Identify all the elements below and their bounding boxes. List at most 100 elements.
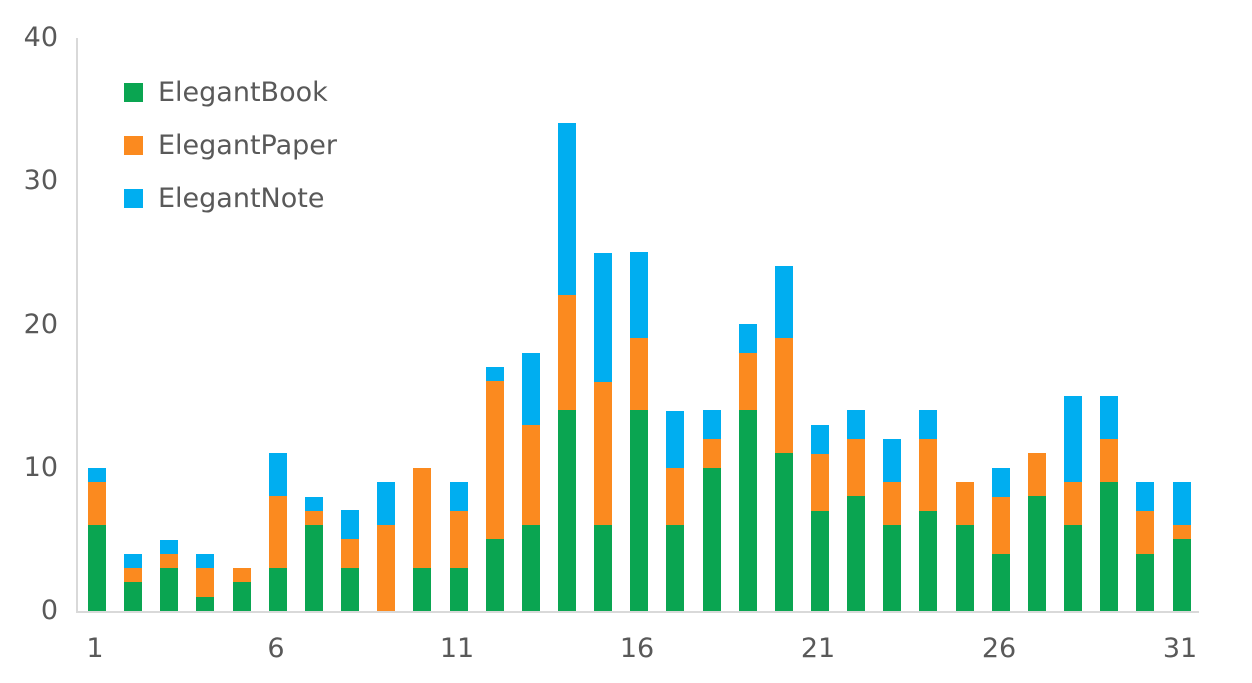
bar-day-26	[992, 468, 1010, 611]
bar-segment-elegantbook-day-4	[196, 597, 214, 611]
legend-item-elegantbook: ElegantBook	[124, 79, 337, 106]
bar-segment-elegantpaper-day-24	[919, 439, 937, 511]
bar-segment-elegantnote-day-21	[811, 425, 829, 454]
bar-segment-elegantbook-day-27	[1028, 496, 1046, 611]
bar-segment-elegantnote-day-6	[269, 453, 287, 496]
bar-segment-elegantpaper-day-7	[305, 511, 323, 525]
bar-segment-elegantpaper-day-10	[413, 468, 431, 568]
bar-segment-elegantbook-day-21	[811, 511, 829, 611]
bar-segment-elegantnote-day-3	[160, 540, 178, 554]
bar-day-1	[88, 468, 106, 611]
bar-segment-elegantpaper-day-19	[739, 353, 757, 410]
bar-segment-elegantbook-day-23	[883, 525, 901, 611]
bar-day-23	[883, 439, 901, 611]
bar-segment-elegantbook-day-29	[1100, 482, 1118, 611]
bar-segment-elegantbook-day-15	[594, 525, 612, 611]
bar-segment-elegantnote-day-13	[522, 353, 540, 425]
bar-day-20	[775, 266, 793, 611]
bar-segment-elegantnote-day-19	[739, 324, 757, 353]
legend-label: ElegantPaper	[158, 130, 338, 161]
bar-day-21	[811, 425, 829, 611]
bar-segment-elegantnote-day-16	[630, 252, 648, 338]
bar-day-9	[377, 482, 395, 611]
bar-segment-elegantbook-day-5	[233, 582, 251, 611]
bar-segment-elegantpaper-day-17	[666, 468, 684, 525]
bar-segment-elegantpaper-day-3	[160, 554, 178, 568]
bar-segment-elegantnote-day-24	[919, 410, 937, 439]
x-tick-label-31: 31	[1162, 633, 1198, 664]
bar-segment-elegantpaper-day-16	[630, 338, 648, 410]
y-tick-label-40: 40	[23, 22, 58, 53]
y-tick-label-10: 10	[23, 452, 58, 483]
chart-legend: ElegantBook ElegantPaper ElegantNote	[124, 79, 337, 212]
y-tick-label-30: 30	[23, 165, 58, 196]
bar-segment-elegantbook-day-30	[1136, 554, 1154, 611]
bar-segment-elegantpaper-day-30	[1136, 511, 1154, 554]
bar-segment-elegantnote-day-2	[124, 554, 142, 568]
bar-segment-elegantnote-day-28	[1064, 396, 1082, 482]
legend-label: ElegantBook	[158, 77, 328, 108]
bar-segment-elegantnote-day-20	[775, 266, 793, 338]
x-tick-label-6: 6	[267, 633, 285, 664]
bar-segment-elegantpaper-day-20	[775, 338, 793, 453]
bar-segment-elegantpaper-day-13	[522, 425, 540, 525]
bar-segment-elegantbook-day-17	[666, 525, 684, 611]
bar-segment-elegantbook-day-18	[703, 468, 721, 611]
bar-segment-elegantbook-day-26	[992, 554, 1010, 611]
bar-day-29	[1100, 396, 1118, 611]
bar-segment-elegantnote-day-26	[992, 468, 1010, 497]
bar-segment-elegantpaper-day-9	[377, 525, 395, 611]
bar-segment-elegantpaper-day-21	[811, 454, 829, 511]
bar-day-6	[269, 453, 287, 611]
bar-day-8	[341, 510, 359, 611]
bar-segment-elegantpaper-day-23	[883, 482, 901, 525]
bar-segment-elegantpaper-day-15	[594, 382, 612, 525]
bar-day-22	[847, 410, 865, 611]
bar-day-2	[124, 554, 142, 611]
legend-item-elegantpaper: ElegantPaper	[124, 132, 337, 159]
bar-segment-elegantpaper-day-12	[486, 381, 504, 539]
bar-segment-elegantnote-day-11	[450, 482, 468, 511]
bar-segment-elegantnote-day-23	[883, 439, 901, 482]
bar-segment-elegantpaper-day-14	[558, 295, 576, 410]
x-tick-label-21: 21	[800, 633, 836, 664]
x-tick-label-11: 11	[439, 633, 475, 664]
bar-day-30	[1136, 482, 1154, 611]
bar-day-19	[739, 324, 757, 611]
bar-day-7	[305, 497, 323, 611]
bar-day-14	[558, 123, 576, 611]
bar-segment-elegantnote-day-14	[558, 123, 576, 295]
bar-segment-elegantnote-day-29	[1100, 396, 1118, 439]
bar-day-11	[450, 482, 468, 611]
bar-segment-elegantpaper-day-31	[1173, 525, 1191, 539]
bar-segment-elegantpaper-day-25	[956, 482, 974, 525]
bar-segment-elegantpaper-day-5	[233, 568, 251, 582]
bar-segment-elegantpaper-day-26	[992, 497, 1010, 554]
bar-segment-elegantbook-day-25	[956, 525, 974, 611]
bar-segment-elegantnote-day-7	[305, 497, 323, 511]
bar-segment-elegantpaper-day-28	[1064, 482, 1082, 525]
bar-day-15	[594, 253, 612, 611]
bar-segment-elegantnote-day-15	[594, 253, 612, 382]
bar-day-12	[486, 367, 504, 611]
y-tick-label-0: 0	[40, 595, 58, 626]
bar-segment-elegantbook-day-2	[124, 582, 142, 611]
legend-swatch-icon	[124, 189, 143, 208]
bar-segment-elegantnote-day-4	[196, 554, 214, 568]
bar-segment-elegantbook-day-14	[558, 410, 576, 611]
bar-day-3	[160, 540, 178, 611]
bar-day-24	[919, 410, 937, 611]
bar-segment-elegantpaper-day-8	[341, 539, 359, 568]
bar-segment-elegantbook-day-3	[160, 568, 178, 611]
bar-segment-elegantpaper-day-18	[703, 439, 721, 468]
legend-label: ElegantNote	[158, 183, 325, 214]
bar-day-17	[666, 411, 684, 611]
bar-segment-elegantnote-day-9	[377, 482, 395, 525]
x-tick-label-26: 26	[981, 633, 1017, 664]
bar-segment-elegantnote-day-22	[847, 410, 865, 439]
bar-day-18	[703, 410, 721, 611]
legend-item-elegantnote: ElegantNote	[124, 185, 337, 212]
bar-day-25	[956, 482, 974, 611]
bar-segment-elegantbook-day-19	[739, 410, 757, 611]
